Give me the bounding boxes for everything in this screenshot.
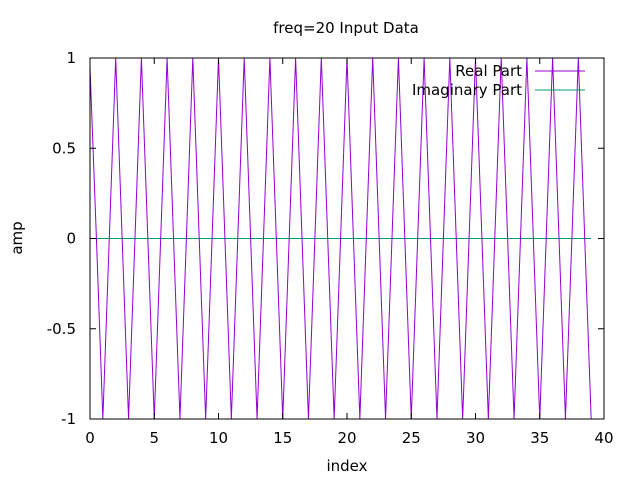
axes-layer: 0 5 10 15 20 25 30 35 40 1 0.5 0 -0.5 -1 xyxy=(47,49,614,447)
x-tick-label: 0 xyxy=(85,429,95,447)
x-tick-label: 15 xyxy=(273,429,292,447)
x-tick-label: 20 xyxy=(337,429,356,447)
x-axis-label: index xyxy=(326,457,367,475)
series-layer xyxy=(89,57,592,420)
x-tick-label: 25 xyxy=(402,429,421,447)
legend-label-imaginary-part: Imaginary Part xyxy=(412,81,522,99)
legend-label-real-part: Real Part xyxy=(455,62,522,80)
x-tick-label: 35 xyxy=(530,429,549,447)
x-tick-label: 30 xyxy=(466,429,485,447)
y-tick-label: -1 xyxy=(61,410,76,428)
series-line-real-part xyxy=(89,57,592,420)
y-axis-label: amp xyxy=(8,221,26,254)
chart-title: freq=20 Input Data xyxy=(273,19,419,37)
x-tick-label: 5 xyxy=(149,429,159,447)
y-tick-label: 0 xyxy=(66,230,76,248)
y-tick-label: -0.5 xyxy=(47,320,76,338)
y-tick-label: 1 xyxy=(66,49,76,67)
x-tick-label: 40 xyxy=(594,429,613,447)
y-tick-label: 0.5 xyxy=(52,139,76,157)
x-tick-label: 10 xyxy=(209,429,228,447)
legend: Real Part Imaginary Part xyxy=(412,62,585,99)
